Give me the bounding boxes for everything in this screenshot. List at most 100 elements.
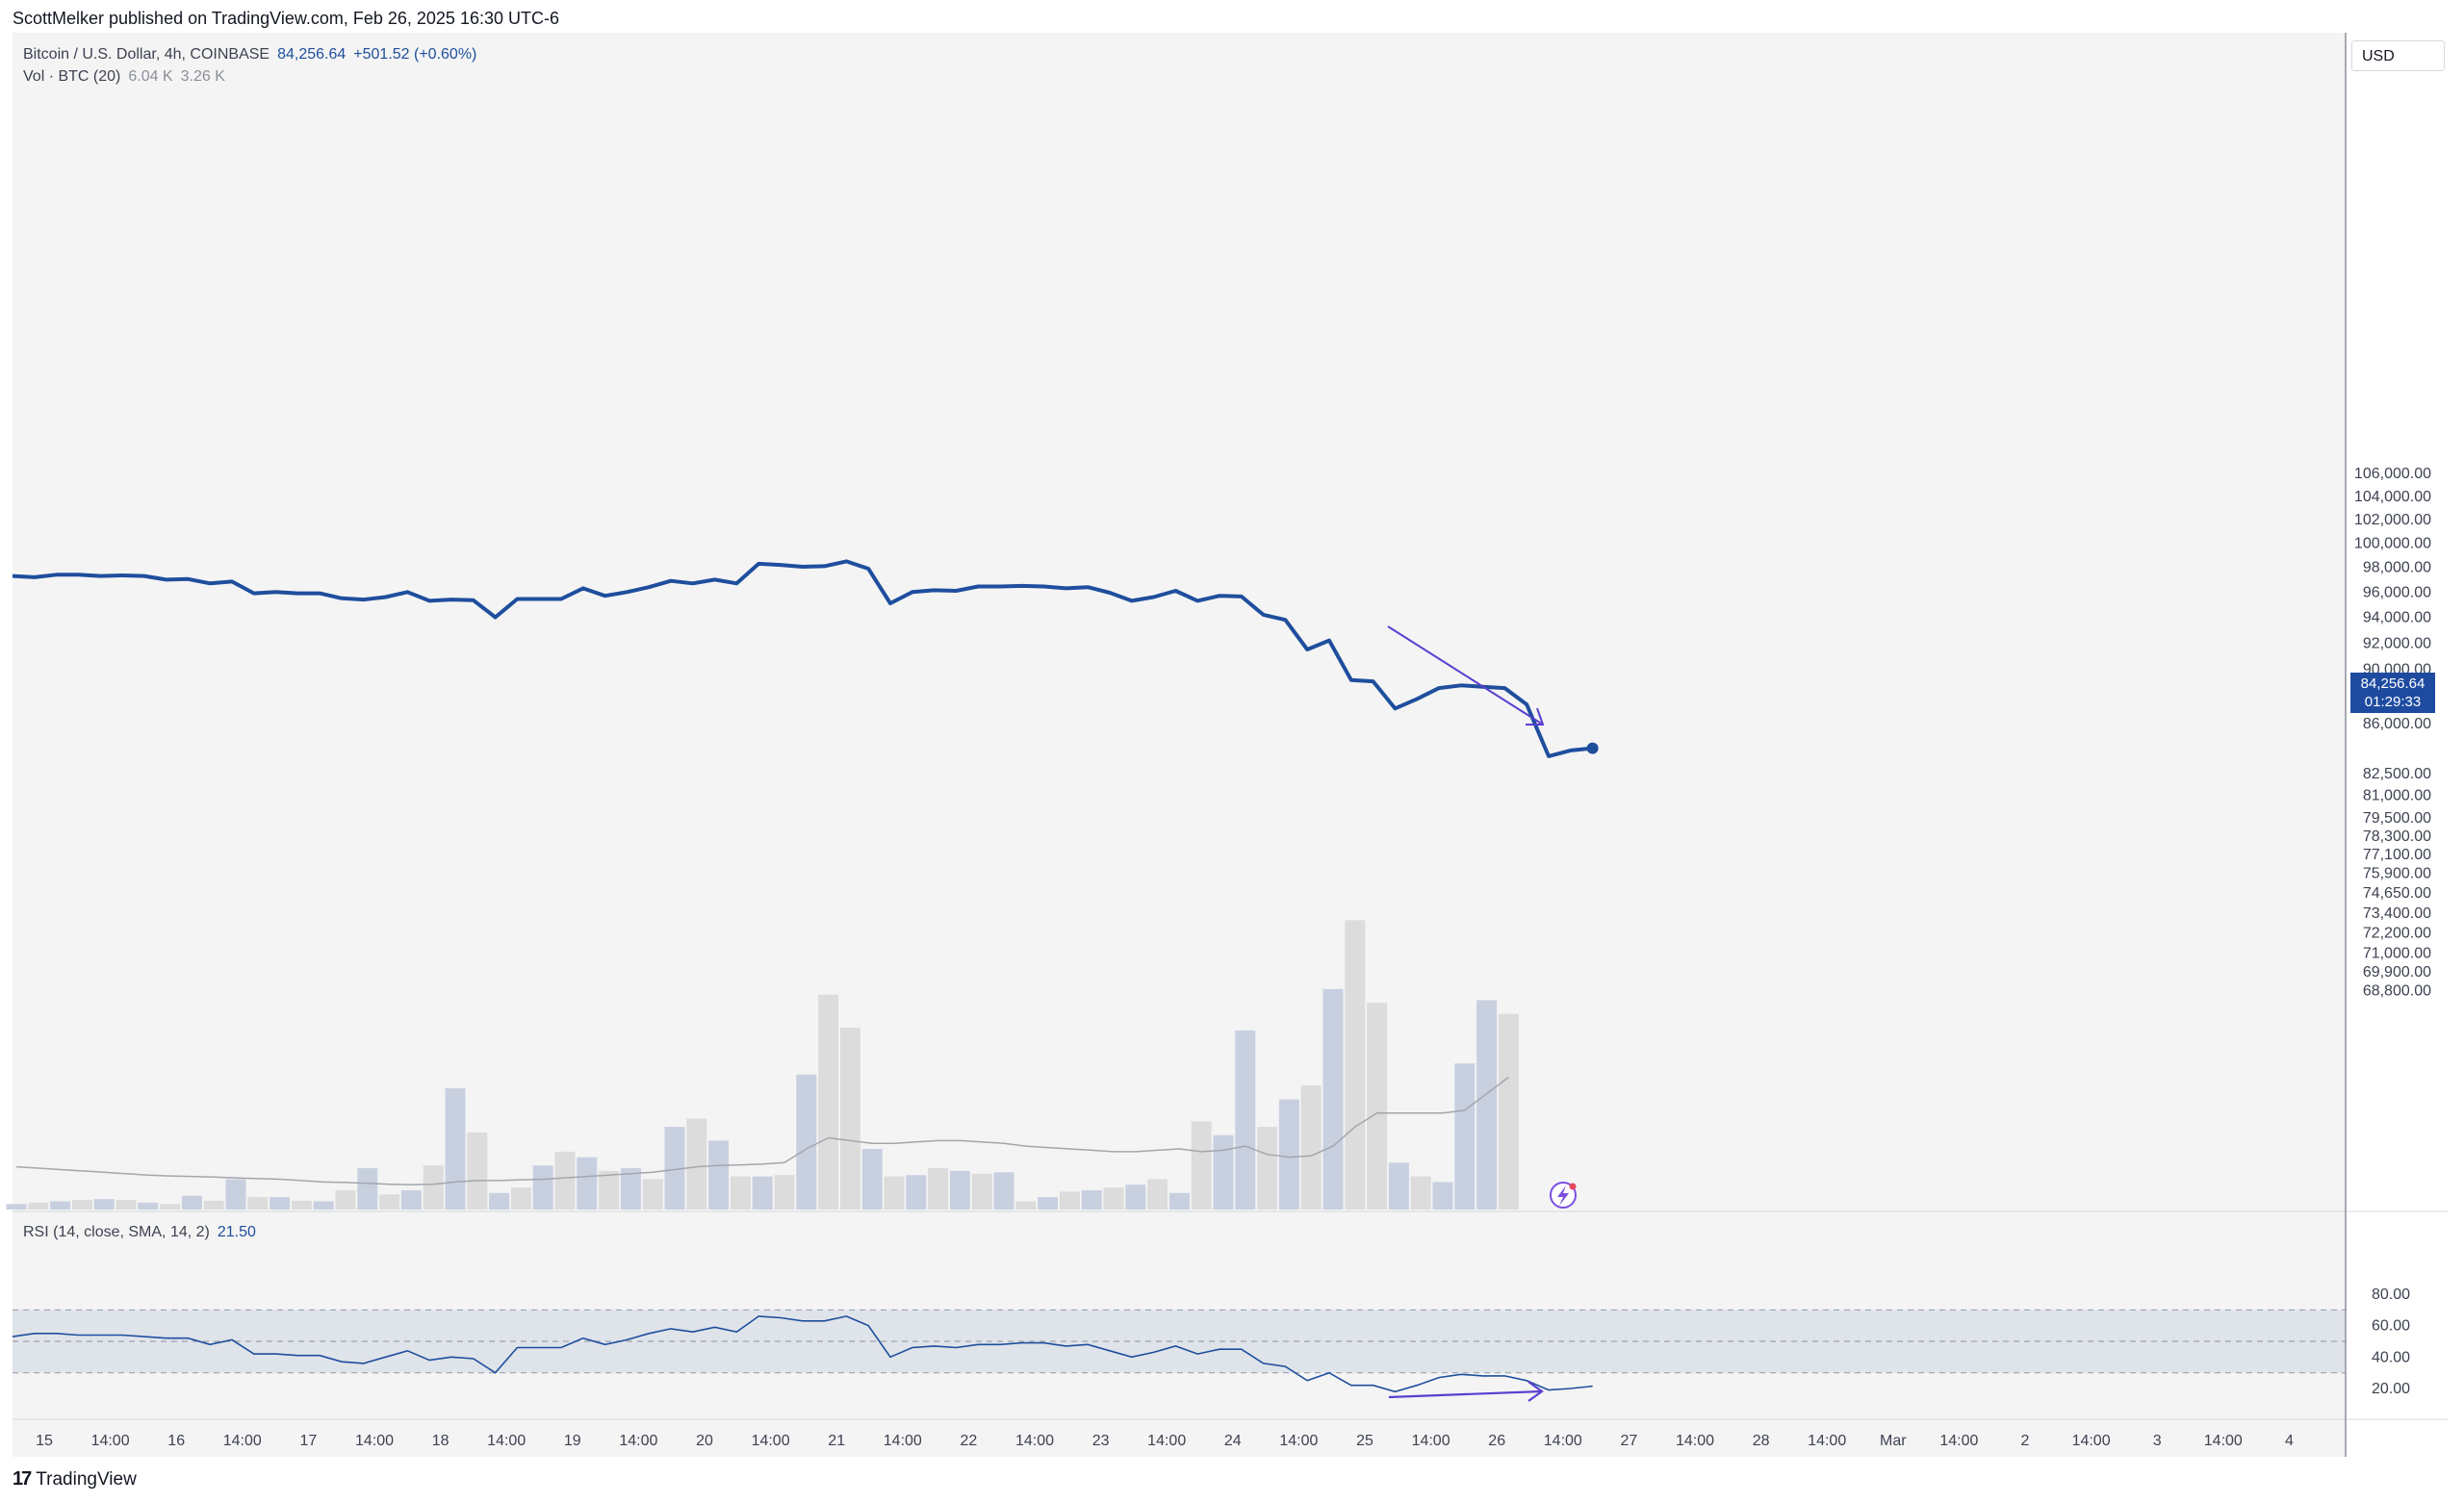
publisher-line: ScottMelker published on TradingView.com… [13,9,559,28]
time-tick-label: 28 [1753,1433,1770,1449]
time-tick-label: Mar [1880,1433,1907,1449]
volume-bar [1322,988,1344,1210]
price-tick-label: 69,900.00 [2363,964,2431,981]
volume-bar [554,1151,576,1210]
volume-bar [423,1165,444,1210]
volume-bar [160,1204,181,1210]
time-tick-label: 22 [961,1433,978,1449]
price-tick-label: 82,500.00 [2363,766,2431,782]
trend-arrow-rsi [1388,1381,1544,1402]
rsi-legend: RSI (14, close, SMA, 14, 2) 21.50 [23,1224,256,1241]
volume-bar [774,1175,795,1210]
price-tick-label: 74,650.00 [2363,885,2431,902]
volume-bar [357,1168,378,1210]
price-tick-label: 75,900.00 [2363,866,2431,882]
volume-bar [532,1165,553,1210]
time-tick-label: 4 [2285,1433,2294,1449]
rsi-tick-label: 20.00 [2372,1381,2410,1397]
flash-icon[interactable] [1550,1182,1577,1209]
rsi-axis[interactable]: 80.00 60.00 40.00 20.00 [2372,1286,2410,1397]
price-tick-label: 96,000.00 [2363,584,2431,600]
volume-bar [686,1118,707,1210]
rsi-tick-label: 60.00 [2372,1318,2410,1335]
volume-bar [599,1170,620,1210]
volume-bar [71,1200,92,1210]
volume-bar [1454,1063,1476,1210]
time-tick-label: 15 [36,1433,53,1449]
volume-ma-value: 3.26 K [180,68,225,85]
rsi-label: RSI (14, close, SMA, 14, 2) [23,1224,210,1240]
volume-bar [225,1179,246,1210]
volume-bar [510,1187,531,1210]
volume-bar [445,1088,466,1210]
volume-bar [1432,1182,1453,1210]
volume-bar [1213,1134,1234,1210]
volume-label: Vol · BTC (20) [23,68,121,85]
volume-bar [1081,1190,1102,1210]
price-tick-label: 81,000.00 [2363,788,2431,804]
time-tick-label: 14:00 [487,1433,526,1449]
volume-bar [1498,1013,1519,1210]
time-tick-label: 14:00 [1808,1433,1846,1449]
volume-bar [839,1028,860,1210]
time-tick-label: 14:00 [1147,1433,1186,1449]
volume-bar [138,1202,159,1210]
volume-bar [6,1204,27,1210]
price-tick-label: 94,000.00 [2363,610,2431,626]
time-tick-label: 14:00 [1412,1433,1450,1449]
volume-bar [335,1190,356,1210]
time-tick-label: 26 [1488,1433,1505,1449]
time-tick-label: 14:00 [1015,1433,1054,1449]
price-tick-label: 78,300.00 [2363,828,2431,845]
volume-bar [270,1197,291,1210]
time-tick-label: 18 [432,1433,449,1449]
volume-bar [949,1170,970,1210]
symbol-legend: Bitcoin / U.S. Dollar, 4h, COINBASE 84,25… [23,46,476,64]
time-tick-label: 14:00 [1544,1433,1582,1449]
price-tick-label: 102,000.00 [2354,512,2431,528]
volume-bar [1257,1127,1278,1210]
volume-bar [620,1168,641,1210]
volume-bar [247,1197,269,1210]
volume-bar [1388,1162,1409,1210]
volume-bar [1410,1176,1431,1210]
volume-bar [1345,920,1366,1210]
volume-ma-line [15,1076,1509,1185]
trend-arrow-price [1387,625,1545,726]
rsi-tick-label: 80.00 [2372,1286,2410,1303]
volume-bar [489,1192,510,1210]
volume-bar [642,1179,663,1210]
volume-bars [6,920,1519,1210]
time-tick-label: 14:00 [1676,1433,1714,1449]
volume-bar [379,1194,400,1210]
symbol-title: Bitcoin / U.S. Dollar, 4h, COINBASE [23,46,270,63]
chart-area[interactable] [13,33,2346,1457]
volume-bar [1125,1185,1146,1210]
last-price: 84,256.64 [277,46,346,63]
volume-bar [1235,1030,1256,1210]
time-tick-label: 14:00 [2072,1433,2111,1449]
time-axis[interactable]: 15 14:00 16 14:00 17 14:00 18 14:00 19 14:00 20 14:… [36,1433,2294,1449]
time-tick-label: 16 [167,1433,185,1449]
current-price-tag: 84,256.64 01:29:33 [2350,673,2435,713]
time-tick-label: 14:00 [884,1433,922,1449]
price-axis[interactable]: 106,000.00 104,000.00 102,000.00 100,000.00… [2354,466,2431,1000]
volume-bar [291,1200,312,1210]
currency-button[interactable]: USD [2351,40,2445,71]
price-tick-label: 68,800.00 [2363,983,2431,1000]
volume-bar [1147,1179,1168,1210]
time-tick-label: 14:00 [752,1433,790,1449]
volume-bar [1300,1085,1322,1210]
time-tick-label: 23 [1092,1433,1110,1449]
volume-bar [1038,1197,1059,1210]
tradingview-logo-icon: 17 [13,1468,32,1490]
price-tick-label: 79,500.00 [2363,810,2431,827]
time-tick-label: 14:00 [1939,1433,1978,1449]
time-tick-label: 14:00 [223,1433,262,1449]
volume-bar [752,1176,773,1210]
tradingview-logo[interactable]: 17 TradingView [13,1468,137,1490]
time-tick-label: 14:00 [1279,1433,1318,1449]
volume-bar [1168,1192,1190,1210]
volume-bar [400,1190,422,1210]
